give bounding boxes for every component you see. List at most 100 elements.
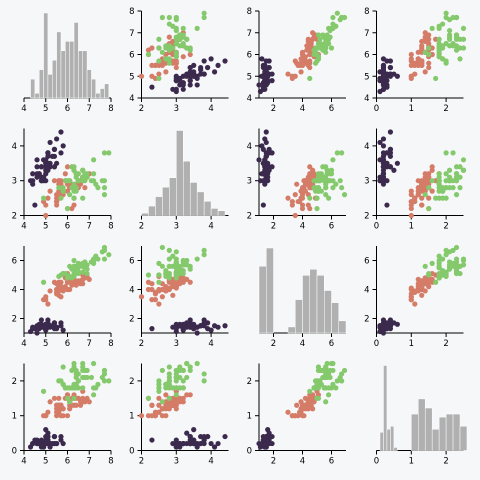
x-tick-label: 6 — [65, 457, 70, 467]
scatter-point — [201, 371, 207, 377]
scatter-point — [426, 174, 432, 180]
scatter-point — [101, 192, 108, 198]
scatter-point — [170, 282, 176, 288]
scatter-point — [54, 326, 60, 332]
scatter-point — [289, 413, 295, 419]
y-tick-label: 4 — [12, 286, 17, 296]
scatter-point — [49, 323, 55, 329]
scatter-point — [180, 367, 186, 374]
scatter-point — [384, 78, 390, 84]
scatter-point — [166, 14, 172, 21]
scatter-point — [180, 259, 186, 265]
scatter-point — [317, 41, 323, 47]
scatter-point — [173, 256, 179, 262]
histogram-bar — [73, 22, 79, 99]
scatter-point — [145, 286, 152, 293]
scatter-point — [262, 82, 268, 88]
scatter-point — [380, 324, 387, 330]
scatter-point — [269, 150, 275, 156]
scatter-point — [91, 178, 97, 184]
scatter-point — [64, 275, 71, 281]
scatter-point — [302, 395, 308, 401]
scatter-point — [163, 69, 169, 75]
scatter-point — [47, 399, 53, 405]
scatter-point — [80, 367, 86, 374]
scatter-point — [201, 247, 207, 253]
scatter-point — [194, 256, 200, 262]
y-tick-label: 8 — [129, 7, 134, 17]
scatter-point — [208, 440, 214, 447]
scatter-point — [394, 321, 400, 327]
histogram-bar — [38, 69, 44, 99]
scatter-point — [166, 395, 172, 401]
scatter-point — [304, 181, 310, 187]
x-tick-label: 4 — [21, 104, 26, 114]
scatter-point — [54, 160, 60, 166]
scatter-point — [145, 395, 152, 401]
scatter-point — [198, 323, 204, 329]
scatter-point — [440, 195, 446, 201]
y-tick-label: 4 — [247, 94, 252, 104]
scatter-point — [211, 444, 218, 450]
scatter-point — [436, 178, 442, 184]
scatter-point — [38, 437, 45, 443]
scatter-point — [324, 167, 330, 173]
x-tick-label: 7 — [87, 339, 92, 349]
x-tick-label: 7 — [87, 222, 92, 232]
x-tick-label: 4 — [300, 104, 305, 114]
scatter-point — [436, 25, 442, 31]
matrix-cell-r3-c3: 0 1 2 — [374, 365, 468, 467]
scatter-point — [266, 58, 272, 64]
scatter-point — [194, 360, 200, 367]
scatter-point — [429, 260, 435, 266]
x-tick-label: 2 — [443, 222, 448, 232]
histogram-bar — [316, 275, 325, 334]
scatter-point — [457, 56, 463, 62]
matrix-cell-r0-c1: 4 5 6 7 8 2 3 4 — [129, 7, 229, 114]
scatter-point — [166, 21, 172, 27]
scatter-point — [58, 320, 64, 326]
scatter-point — [58, 402, 64, 408]
scatter-point — [170, 253, 176, 259]
scatter-point — [422, 49, 428, 55]
scatter-point — [145, 272, 152, 278]
scatter-point — [289, 73, 295, 79]
scatter-point — [453, 164, 460, 170]
scatter-point — [222, 433, 228, 440]
scatter-point — [326, 25, 332, 31]
scatter-point — [380, 317, 387, 323]
scatter-point — [159, 367, 165, 374]
y-tick-label: 2 — [247, 377, 252, 387]
scatter-point — [262, 136, 268, 142]
scatter-point — [304, 47, 310, 53]
scatter-point — [177, 395, 183, 401]
scatter-point — [380, 136, 387, 142]
scatter-point — [60, 327, 66, 333]
scatter-point — [328, 45, 335, 51]
scatter-point — [443, 178, 449, 184]
scatter-point — [436, 265, 442, 271]
scatter-point — [341, 367, 348, 374]
scatter-point — [173, 260, 179, 266]
scatter-point — [184, 430, 190, 436]
x-tick-label: 2 — [271, 222, 276, 232]
scatter-point — [380, 67, 387, 73]
scatter-point — [285, 409, 291, 415]
scatter-point — [443, 150, 449, 156]
scatter-point — [38, 317, 45, 323]
scatter-point — [191, 73, 197, 79]
scatter-point — [269, 433, 275, 440]
scatter-point — [265, 160, 271, 166]
scatter-point — [166, 60, 172, 66]
scatter-point — [440, 188, 446, 194]
scatter-point — [159, 406, 165, 412]
scatter-point — [156, 381, 162, 387]
scatter-point — [419, 195, 425, 201]
scatter-point — [446, 266, 453, 272]
scatter-point — [60, 188, 66, 194]
scatter-point — [156, 58, 162, 64]
scatter-point — [443, 171, 449, 177]
scatter-point — [201, 10, 207, 16]
scatter-point — [173, 392, 179, 398]
scatter-point — [426, 270, 432, 277]
